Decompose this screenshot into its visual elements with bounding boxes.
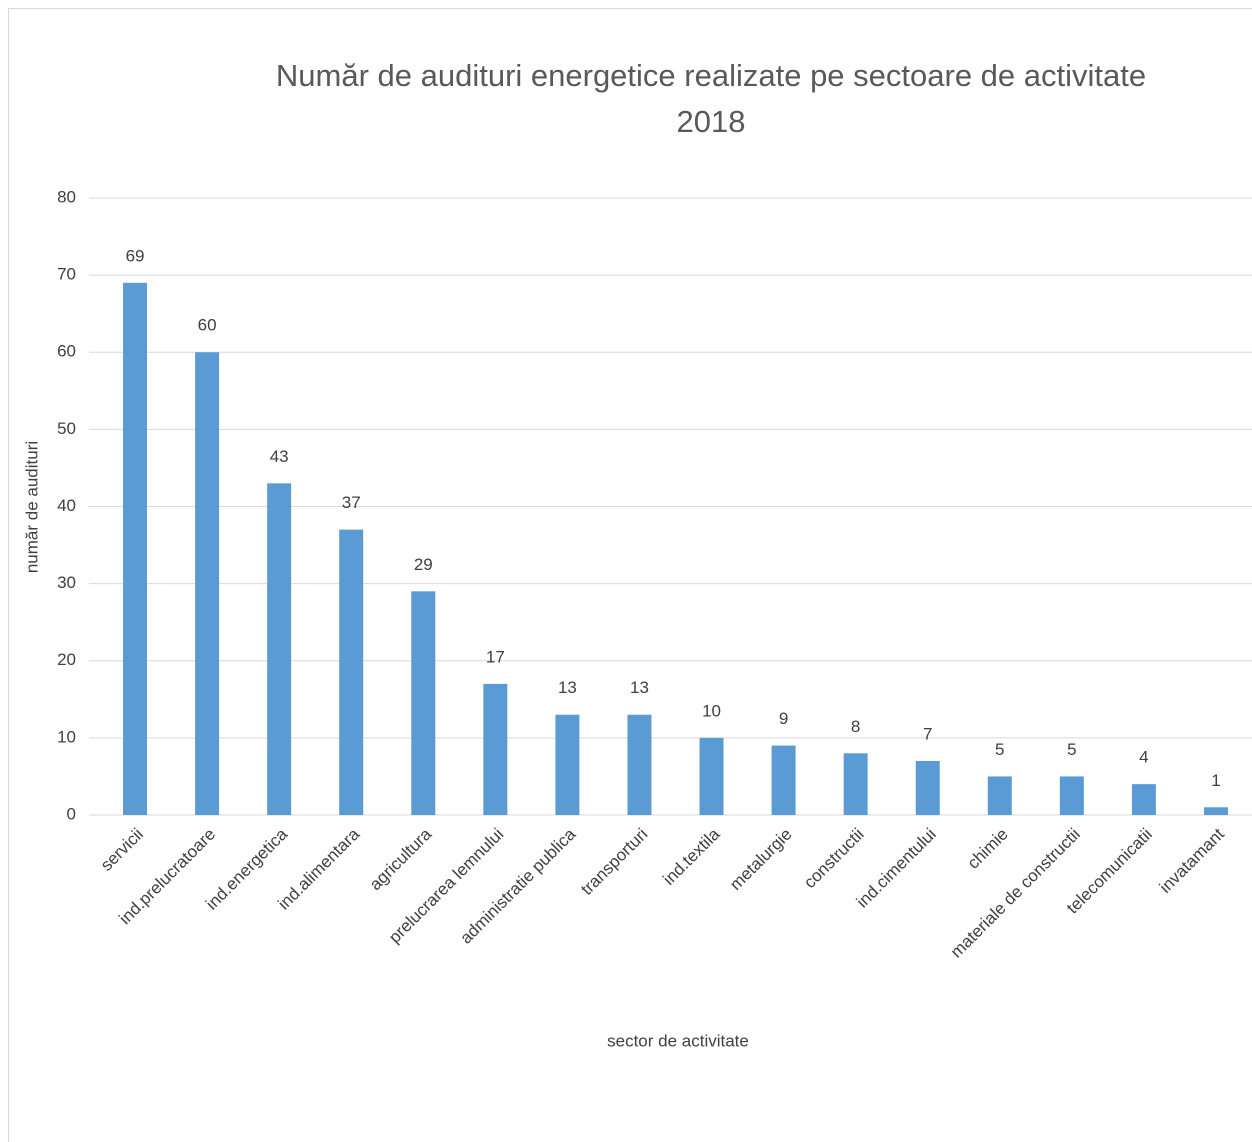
bar: [699, 737, 724, 815]
bar: [1203, 807, 1228, 815]
bar: [483, 683, 508, 815]
bar: [339, 529, 364, 815]
x-tick-label: invatamant: [1156, 824, 1228, 896]
chart-border: [8, 8, 1252, 1142]
bar: [555, 714, 580, 815]
y-tick-label: 10: [57, 727, 76, 746]
bar: [123, 282, 148, 815]
data-label: 8: [851, 717, 860, 736]
data-label: 5: [1067, 740, 1076, 759]
data-label: 37: [342, 493, 361, 512]
bar: [1131, 784, 1156, 815]
y-tick-label: 20: [57, 650, 76, 669]
bar: [987, 776, 1012, 815]
data-label: 69: [126, 246, 145, 265]
y-tick-label: 60: [57, 342, 76, 361]
x-tick-label: servicii: [97, 825, 147, 875]
x-tick-label: constructii: [800, 825, 868, 893]
y-tick-label: 40: [57, 496, 76, 515]
x-tick-label: metalurgie: [726, 825, 796, 895]
data-label: 7: [923, 724, 932, 743]
bar: [915, 761, 940, 815]
data-label: 13: [558, 678, 577, 697]
bar: [1059, 776, 1084, 815]
data-label: 10: [702, 701, 721, 720]
data-label: 43: [270, 447, 289, 466]
y-tick-label: 30: [57, 573, 76, 592]
y-tick-label: 0: [67, 804, 76, 823]
x-tick-label: transporturi: [577, 825, 651, 899]
bar: [411, 591, 436, 815]
data-label: 9: [779, 709, 788, 728]
bar: [267, 483, 292, 815]
x-tick-label: agricultura: [366, 824, 436, 894]
data-label: 17: [486, 647, 505, 666]
chart-title: Număr de audituri energetice realizate p…: [276, 58, 1146, 139]
x-axis-title: sector de activitate: [607, 1031, 749, 1050]
bar: [627, 714, 652, 815]
bar: [195, 352, 220, 815]
data-label: 13: [630, 678, 649, 697]
bar: [843, 753, 868, 815]
bar: [771, 745, 796, 815]
x-tick-label: ind.textila: [659, 824, 724, 889]
data-label: 1: [1211, 771, 1220, 790]
y-tick-label: 50: [57, 419, 76, 438]
data-label: 4: [1139, 748, 1148, 767]
data-label: 60: [198, 316, 217, 335]
y-tick-label: 70: [57, 265, 76, 284]
y-axis-title: număr de audituri: [22, 441, 41, 573]
data-label: 29: [414, 555, 433, 574]
data-label: 5: [995, 740, 1004, 759]
x-tick-label: chimie: [964, 825, 1012, 873]
y-tick-label: 80: [57, 187, 76, 206]
x-tick-label: materiale de constructii: [947, 825, 1084, 962]
